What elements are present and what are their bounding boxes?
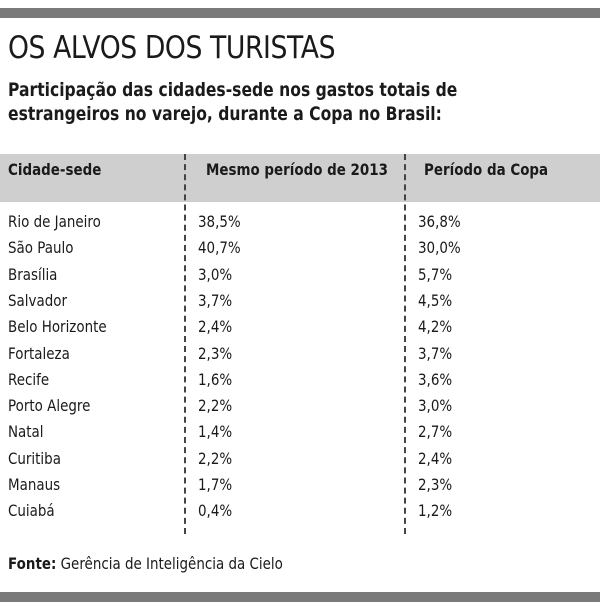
- cell-copa: 5,7%: [418, 264, 453, 284]
- cell-2013: 2,4%: [198, 317, 233, 337]
- column-divider: [404, 154, 406, 534]
- cell-2013: 1,4%: [198, 422, 233, 442]
- table-row: São Paulo 40,7% 30,0%: [0, 238, 600, 264]
- table-row: Fortaleza 2,3% 3,7%: [0, 344, 600, 370]
- cell-copa: 3,6%: [418, 369, 453, 389]
- header-copa: Período da Copa: [424, 160, 549, 179]
- cell-city: Fortaleza: [8, 343, 70, 363]
- table-row: Salvador 3,7% 4,5%: [0, 291, 600, 317]
- table-header: [0, 154, 600, 202]
- cell-2013: 2,2%: [198, 396, 233, 416]
- cell-2013: 2,3%: [198, 343, 233, 363]
- cell-2013: 40,7%: [198, 238, 241, 258]
- cell-city: Recife: [8, 369, 50, 389]
- cell-city: São Paulo: [8, 238, 74, 258]
- cell-city: Manaus: [8, 475, 61, 494]
- cell-copa: 3,7%: [418, 343, 453, 363]
- cell-city: Salvador: [8, 290, 67, 310]
- cell-copa: 1,2%: [418, 501, 453, 521]
- table-row: Manaus 1,7% 2,3%: [0, 475, 600, 501]
- cell-copa: 4,5%: [418, 290, 453, 310]
- cell-city: Rio de Janeiro: [8, 212, 101, 231]
- cell-city: Belo Horizonte: [8, 317, 107, 337]
- cell-2013: 3,0%: [198, 264, 233, 284]
- cell-2013: 3,7%: [198, 290, 233, 310]
- cell-city: Porto Alegre: [8, 396, 91, 416]
- cell-copa: 2,7%: [418, 422, 453, 442]
- cell-city: Curitiba: [8, 448, 61, 468]
- cell-city: Natal: [8, 422, 44, 442]
- cell-copa: 3,0%: [418, 396, 453, 416]
- table-row: Cuiabá 0,4% 1,2%: [0, 501, 600, 527]
- cell-copa: 2,3%: [418, 475, 453, 494]
- subtitle: Participação das cidades-sede nos gastos…: [8, 79, 458, 125]
- header-2013: Mesmo período de 2013: [206, 160, 388, 179]
- table-row: Porto Alegre 2,2% 3,0%: [0, 396, 600, 422]
- cell-copa: 30,0%: [418, 238, 461, 258]
- table-row: Belo Horizonte 2,4% 4,2%: [0, 317, 600, 343]
- cell-copa: 2,4%: [418, 448, 453, 468]
- cell-2013: 38,5%: [198, 212, 241, 231]
- page-title: OS ALVOS DOS TURISTAS: [8, 30, 336, 66]
- cell-2013: 1,6%: [198, 369, 233, 389]
- source-text: Gerência de Inteligência da Cielo: [60, 554, 283, 573]
- cell-city: Cuiabá: [8, 501, 55, 521]
- column-divider: [184, 154, 186, 534]
- table-row: Rio de Janeiro 38,5% 36,8%: [0, 212, 600, 238]
- source-note: Fonte: Gerência de Inteligência da Cielo: [8, 554, 283, 573]
- cell-copa: 36,8%: [418, 212, 461, 231]
- cell-city: Brasília: [8, 264, 58, 284]
- cell-2013: 0,4%: [198, 501, 233, 521]
- cell-copa: 4,2%: [418, 317, 453, 337]
- cell-2013: 2,2%: [198, 448, 233, 468]
- source-label: Fonte:: [8, 554, 57, 573]
- table-row: Recife 1,6% 3,6%: [0, 370, 600, 396]
- bottom-rule: [0, 592, 600, 602]
- header-city: Cidade-sede: [8, 160, 102, 179]
- table-row: Curitiba 2,2% 2,4%: [0, 449, 600, 475]
- table-row: Natal 1,4% 2,7%: [0, 422, 600, 448]
- table-row: Brasília 3,0% 5,7%: [0, 265, 600, 291]
- cell-2013: 1,7%: [198, 475, 233, 494]
- top-rule: [0, 8, 600, 18]
